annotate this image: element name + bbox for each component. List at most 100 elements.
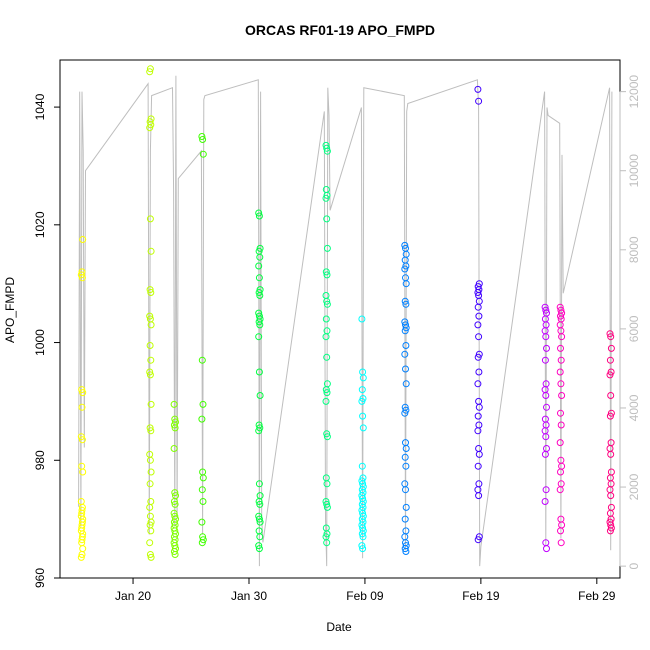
data-point [607, 409, 615, 417]
data-point [199, 536, 207, 544]
data-point [474, 427, 482, 435]
data-point [475, 97, 483, 105]
data-point [78, 403, 86, 411]
data-point [170, 548, 178, 555]
data-point [401, 327, 409, 335]
data-point [543, 403, 550, 411]
data-point [146, 68, 154, 76]
data-point [475, 397, 483, 405]
data-point [474, 303, 482, 311]
data-point [607, 392, 615, 399]
data-point [401, 265, 409, 273]
data-point [475, 312, 483, 320]
data-point [255, 515, 263, 523]
data-point [147, 527, 155, 535]
data-point [146, 342, 154, 349]
data-point [556, 439, 564, 447]
data-point [475, 333, 483, 341]
data-point [323, 430, 331, 438]
flight-series-3 [170, 400, 179, 558]
data-point [147, 498, 155, 505]
data-point [402, 300, 410, 308]
data-point [542, 306, 550, 314]
data-point [198, 518, 206, 526]
data-point [474, 85, 482, 93]
data-point [171, 424, 179, 432]
data-point [401, 350, 409, 358]
data-point [78, 462, 86, 470]
data-point [78, 268, 86, 276]
data-point [402, 280, 410, 288]
data-point [607, 333, 615, 341]
data-point [255, 318, 263, 326]
data-point [402, 262, 410, 270]
data-point [146, 480, 154, 488]
data-point [542, 486, 550, 494]
data-point [323, 353, 331, 361]
secondary-y-tick-label: 12000 [627, 75, 641, 109]
data-point [322, 333, 330, 341]
data-point [358, 542, 366, 550]
data-point [474, 289, 482, 296]
secondary-y-tick-label: 6000 [627, 315, 641, 342]
y-tick-label: 960 [33, 568, 47, 588]
data-point [607, 344, 615, 352]
data-point [474, 321, 482, 329]
data-point [358, 386, 366, 394]
y-tick-label: 1020 [33, 211, 47, 238]
data-point [146, 503, 154, 511]
data-point [474, 380, 482, 388]
data-point [323, 530, 331, 538]
x-tick-label: Feb 29 [578, 589, 616, 603]
data-point [401, 533, 409, 541]
data-point [401, 409, 409, 417]
data-point [147, 518, 155, 526]
data-point [146, 512, 154, 520]
altitude-layer [78, 75, 613, 567]
y-tick-label: 1040 [33, 93, 47, 120]
data-point [255, 545, 263, 553]
data-point [475, 368, 483, 376]
data-point [78, 386, 86, 394]
x-tick-label: Feb 09 [346, 589, 384, 603]
flight-series-1 [77, 236, 87, 561]
data-point [402, 503, 410, 511]
flight-series-2 [146, 65, 155, 561]
data-point [359, 424, 367, 432]
data-point [255, 212, 263, 220]
data-point [358, 315, 366, 323]
data-point [322, 315, 330, 323]
secondary-y-tick-label: 0 [627, 562, 641, 569]
flight-series-5 [255, 209, 264, 553]
data-point [77, 553, 85, 561]
data-point [256, 253, 264, 261]
data-point [256, 518, 264, 526]
data-point [256, 533, 264, 541]
data-point [402, 342, 410, 349]
data-point [475, 492, 483, 500]
data-point [558, 521, 566, 529]
data-point [475, 403, 483, 411]
data-point [402, 548, 410, 555]
data-point [402, 445, 410, 452]
data-point [402, 274, 409, 282]
data-point [170, 498, 178, 505]
data-point [401, 480, 409, 488]
data-point [474, 462, 482, 470]
secondary-y-tick-label: 4000 [627, 394, 641, 421]
data-point [401, 297, 409, 305]
data-point [323, 144, 331, 152]
x-axis-label: Date [326, 620, 352, 634]
data-point [322, 474, 330, 482]
data-point [402, 380, 410, 388]
data-point [543, 545, 550, 553]
data-point [607, 492, 615, 500]
data-point [78, 436, 86, 444]
data-point [198, 133, 206, 140]
data-point [557, 421, 565, 429]
data-point [198, 486, 206, 494]
data-point [474, 536, 482, 544]
data-point [606, 330, 614, 338]
data-point [557, 356, 565, 364]
